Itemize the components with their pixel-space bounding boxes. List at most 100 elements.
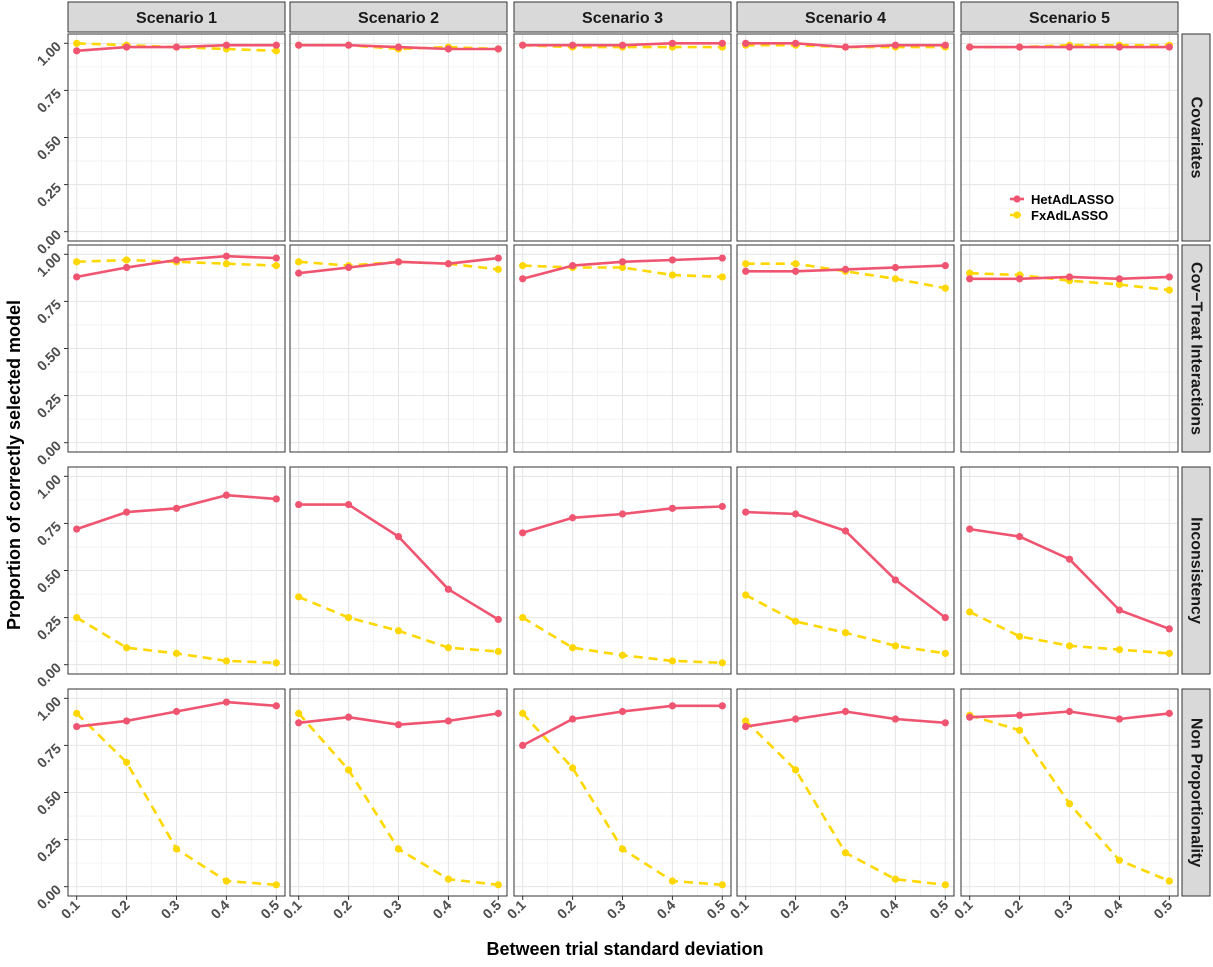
- data-point-hetadlasso: [568, 41, 577, 49]
- data-point-fxadlasso: [295, 258, 303, 266]
- data-point-hetadlasso: [1015, 275, 1024, 283]
- data-point-fxadlasso: [122, 758, 131, 766]
- row-strip: [1181, 688, 1211, 897]
- data-point-fxadlasso: [394, 845, 403, 853]
- data-point-fxadlasso: [718, 881, 726, 889]
- data-point-hetadlasso: [1065, 273, 1074, 281]
- data-point-hetadlasso: [1165, 625, 1173, 633]
- y-tick-label: 0.75: [34, 518, 65, 549]
- column-strip-label: Scenario 5: [1029, 10, 1110, 27]
- column-strip-label: Scenario 4: [805, 10, 886, 27]
- series-line-fxadlasso: [745, 43, 946, 49]
- data-point-hetadlasso: [618, 510, 627, 518]
- series-line-fxadlasso: [76, 258, 277, 267]
- data-point-fxadlasso: [742, 260, 750, 268]
- y-tick-label: 1.00: [34, 249, 65, 280]
- data-point-hetadlasso: [394, 258, 403, 266]
- data-point-hetadlasso: [344, 41, 353, 49]
- y-tick-label: 0.50: [34, 343, 65, 374]
- data-point-hetadlasso: [344, 713, 353, 721]
- panel-border: [736, 33, 955, 242]
- legend-label: FxAdLASSO: [1031, 208, 1108, 223]
- data-point-fxadlasso: [966, 269, 974, 277]
- panel: [736, 244, 955, 453]
- panel: [67, 688, 286, 897]
- data-point-fxadlasso: [272, 659, 280, 667]
- data-point-fxadlasso: [791, 260, 800, 268]
- y-tick-label: 0.50: [34, 565, 65, 596]
- data-point-hetadlasso: [444, 717, 453, 725]
- x-tick-label: 0.1: [58, 897, 83, 922]
- row-strip-label: Cov−Treat Interactions: [1188, 262, 1205, 435]
- data-point-fxadlasso: [941, 649, 949, 657]
- column-strip-label: Scenario 2: [358, 10, 439, 27]
- series-line-fxadlasso: [745, 262, 946, 290]
- data-point-fxadlasso: [519, 262, 527, 270]
- data-point-hetadlasso: [1115, 715, 1124, 723]
- data-point-fxadlasso: [172, 845, 181, 853]
- panel-border: [289, 33, 508, 242]
- data-point-hetadlasso: [941, 262, 949, 270]
- panel: [960, 688, 1179, 897]
- data-point-fxadlasso: [718, 273, 726, 281]
- data-point-fxadlasso: [668, 271, 677, 279]
- series-line-fxadlasso: [522, 264, 723, 279]
- panel-border: [736, 466, 955, 675]
- x-tick-label: 0.2: [777, 897, 802, 922]
- data-point-fxadlasso: [618, 845, 627, 853]
- data-point-hetadlasso: [344, 500, 353, 509]
- data-point-fxadlasso: [891, 275, 900, 283]
- x-tick-label: 0.4: [429, 897, 454, 922]
- data-point-hetadlasso: [1115, 275, 1124, 283]
- data-point-fxadlasso: [272, 47, 280, 55]
- data-point-fxadlasso: [122, 256, 131, 264]
- data-point-hetadlasso: [966, 525, 974, 533]
- data-point-hetadlasso: [791, 267, 800, 275]
- row-strip-label: Non Proportionality: [1188, 718, 1205, 867]
- data-point-fxadlasso: [1015, 632, 1024, 641]
- x-tick-label: 0.3: [604, 897, 629, 922]
- data-point-hetadlasso: [394, 532, 403, 541]
- data-point-hetadlasso: [73, 722, 81, 731]
- data-point-hetadlasso: [73, 273, 81, 281]
- x-tick-label: 0.1: [504, 897, 529, 922]
- data-point-hetadlasso: [172, 43, 181, 51]
- data-point-hetadlasso: [73, 47, 81, 55]
- data-point-hetadlasso: [718, 39, 726, 47]
- data-point-hetadlasso: [295, 41, 303, 49]
- data-point-hetadlasso: [73, 525, 81, 533]
- data-point-fxadlasso: [568, 644, 577, 652]
- panel: [513, 33, 732, 242]
- legend-label: HetAdLASSO: [1031, 192, 1114, 207]
- data-point-fxadlasso: [1065, 642, 1074, 650]
- data-point-hetadlasso: [122, 508, 131, 516]
- y-tick-label: 1.00: [34, 38, 65, 69]
- data-point-fxadlasso: [494, 647, 502, 656]
- x-tick-label: 0.1: [727, 897, 752, 922]
- data-point-hetadlasso: [394, 721, 403, 729]
- data-point-fxadlasso: [222, 877, 231, 885]
- data-point-fxadlasso: [668, 657, 677, 665]
- data-point-fxadlasso: [568, 764, 577, 772]
- panel-border: [960, 33, 1179, 242]
- column-strip: [67, 1, 286, 33]
- data-point-hetadlasso: [618, 41, 627, 49]
- data-point-fxadlasso: [742, 591, 750, 599]
- data-point-hetadlasso: [891, 576, 900, 584]
- column-strip: [736, 1, 955, 33]
- data-point-hetadlasso: [444, 260, 453, 268]
- panel: [289, 688, 508, 897]
- panel: [736, 33, 955, 242]
- data-point-hetadlasso: [1115, 43, 1124, 51]
- data-point-fxadlasso: [122, 644, 131, 652]
- data-point-hetadlasso: [891, 263, 900, 272]
- x-tick-label: 0.3: [158, 897, 183, 922]
- data-point-hetadlasso: [494, 615, 502, 624]
- data-point-hetadlasso: [444, 585, 453, 593]
- data-point-hetadlasso: [941, 613, 949, 622]
- column-strip-label: Scenario 3: [582, 10, 663, 27]
- panel-border: [289, 466, 508, 675]
- data-point-hetadlasso: [122, 263, 131, 272]
- y-tick-label: 0.25: [34, 612, 65, 643]
